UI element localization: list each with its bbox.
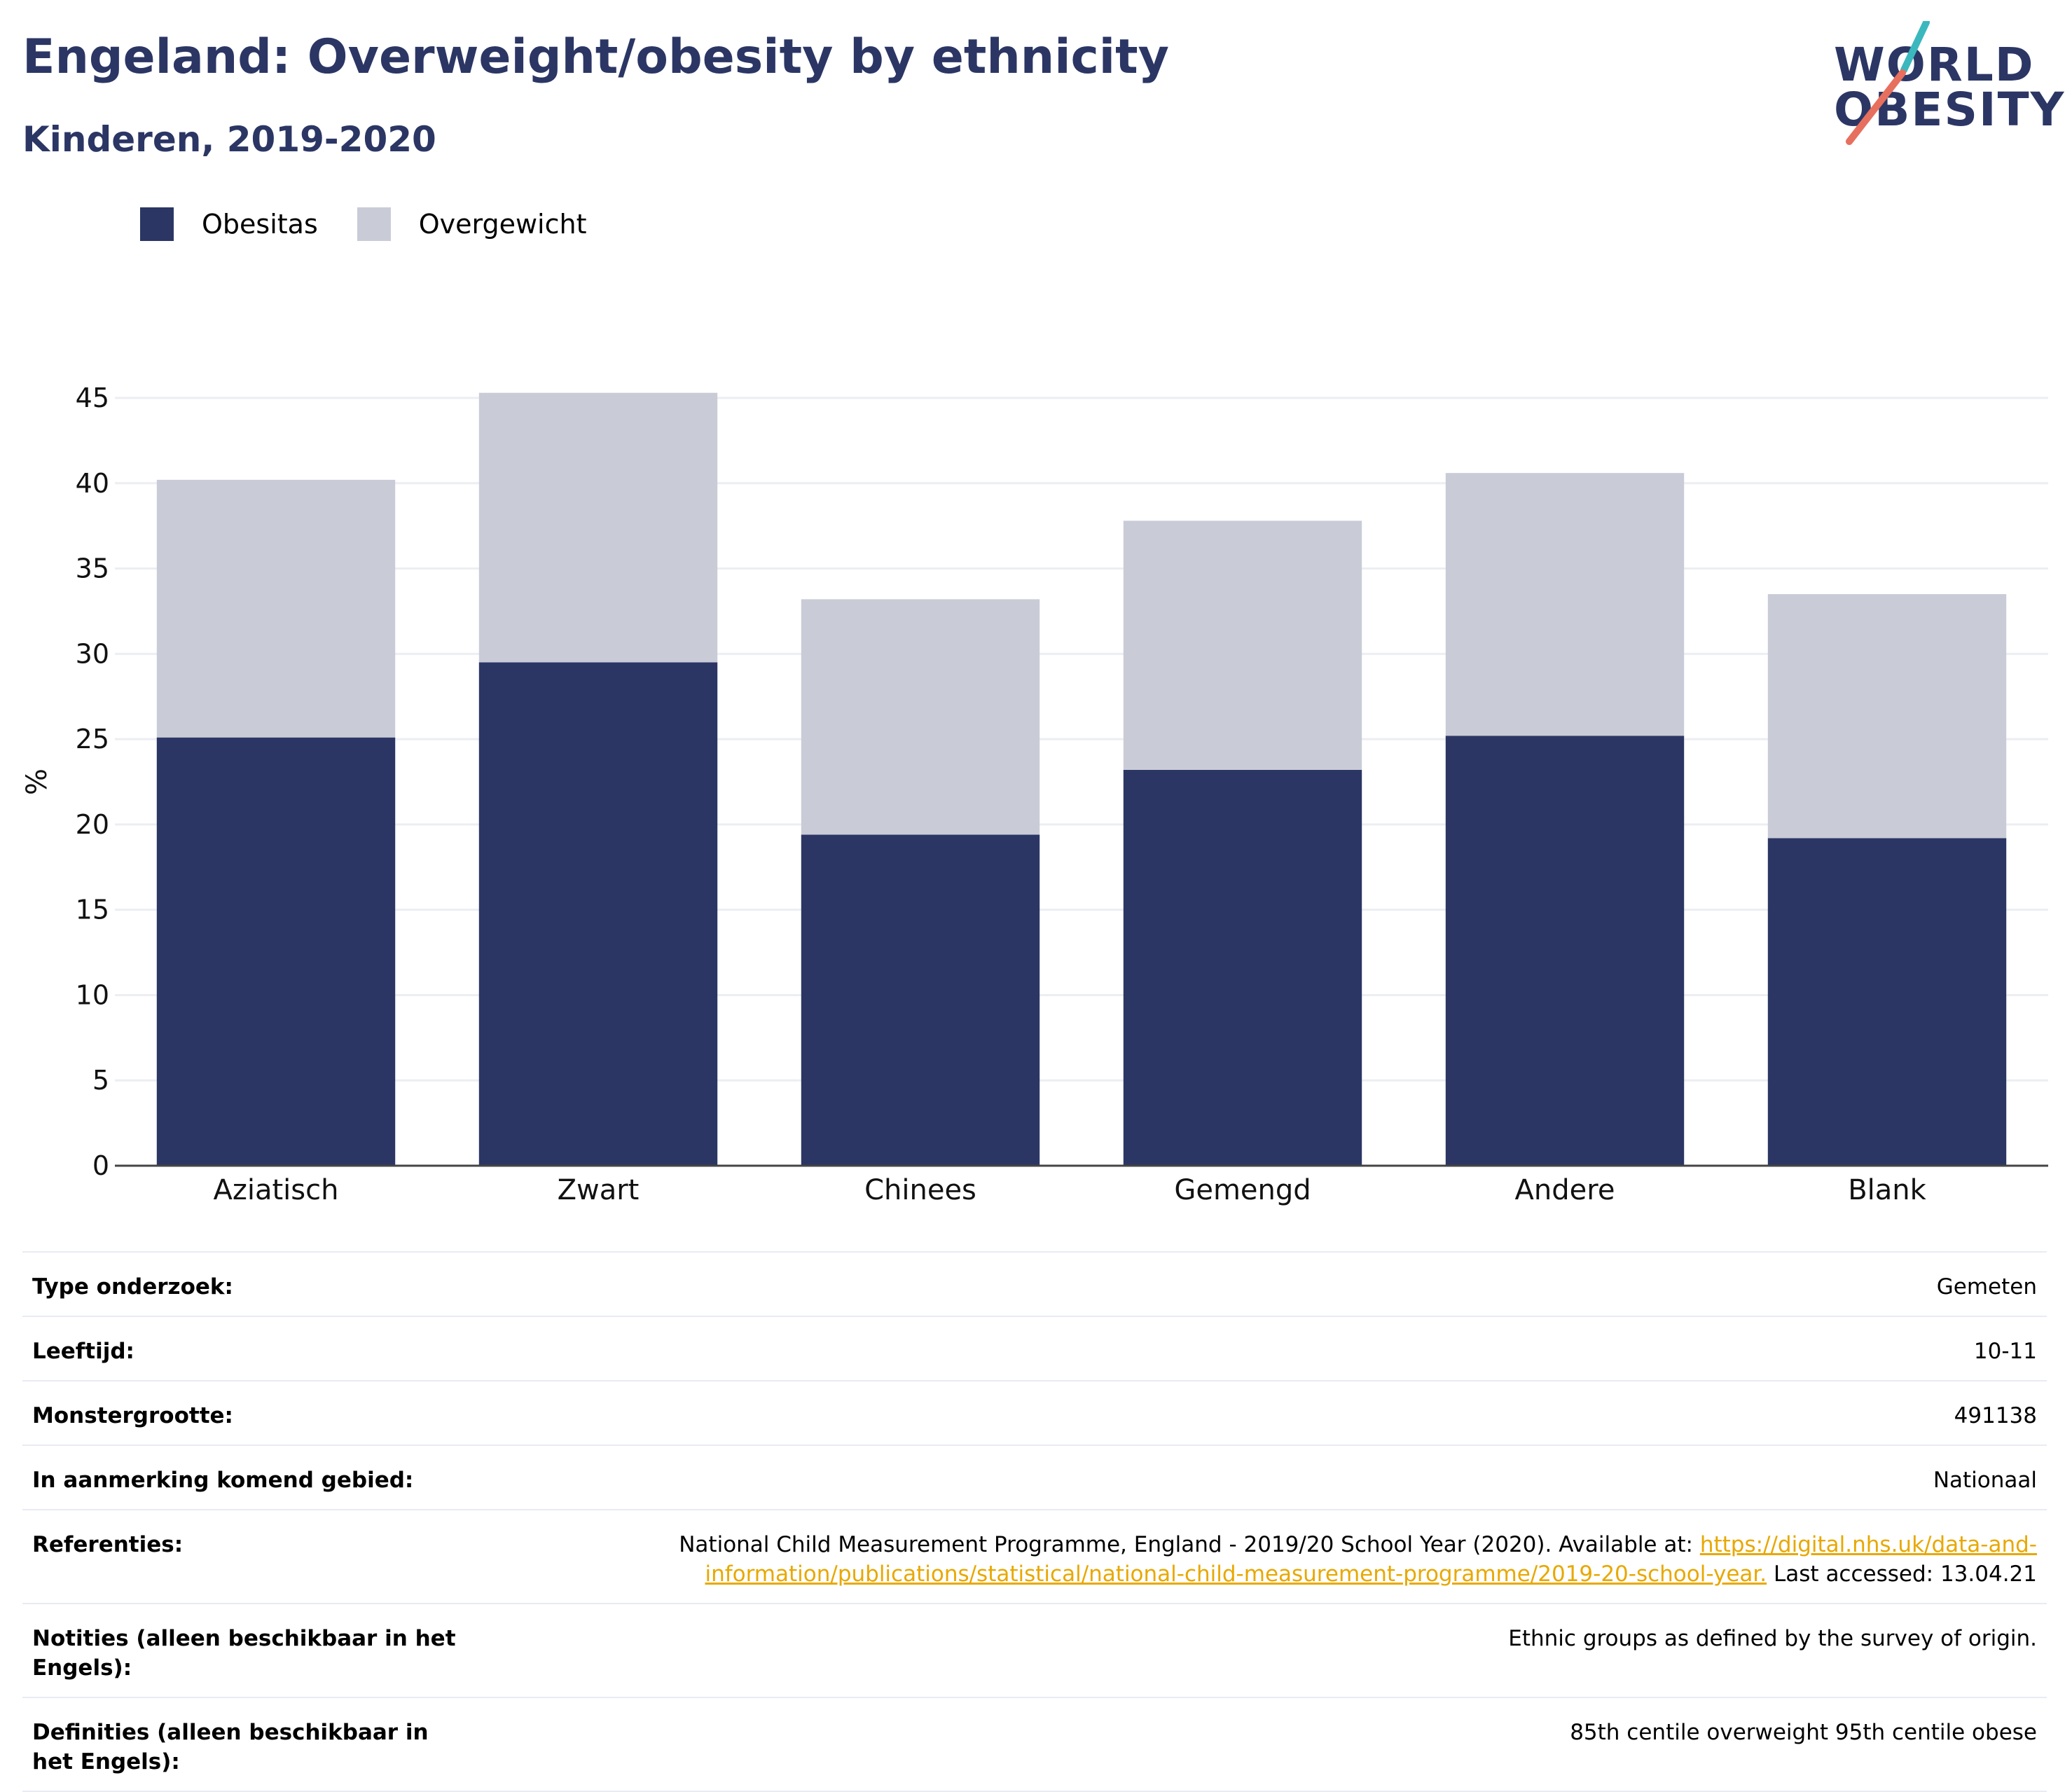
x-tick-label: Aziatisch [214,1174,339,1206]
bar-obesitas [801,834,1040,1166]
references-link[interactable]: https://digital.nhs.uk/data-and-informat… [705,1532,2037,1587]
bar-overgewicht [478,392,718,663]
references-row: Referenties: National Child Measurement … [22,1509,2047,1603]
legend-swatch-overgewicht [357,207,391,241]
notes-row: Notities (alleen beschikbaar in het Enge… [22,1603,2047,1697]
definitions-value: 85th centile overweight 95th centile obe… [1570,1720,2037,1745]
y-tick-label: 25 [76,724,109,754]
legend-item-obesitas[interactable]: Obesitas [140,207,318,241]
y-tick-label: 0 [92,1150,109,1181]
info-label: In aanmerking komend gebied: [32,1468,414,1493]
info-row: In aanmerking komend gebied: Nationaal [22,1445,2047,1509]
bar-overgewicht [156,479,396,738]
y-tick-label: 15 [76,895,109,925]
x-tick-label: Chinees [864,1174,976,1206]
logo-slash-icon [1846,21,1930,145]
references-text: National Child Measurement Programme, En… [679,1532,1700,1557]
info-value: Gemeten [1936,1274,2037,1300]
logo-text-world: WORLD [1834,38,2035,92]
y-tick-label: 20 [76,809,109,840]
bar-obesitas [1445,736,1685,1166]
definitions-label: Definities (alleen beschikbaar in het En… [32,1720,429,1774]
page-subtitle: Kinderen, 2019-2020 [22,119,436,160]
bar-overgewicht [1123,521,1362,770]
info-label: Type onderzoek: [32,1274,233,1300]
legend-label-obesitas: Obesitas [202,209,318,240]
x-tick-label: Blank [1848,1174,1926,1206]
page-title: Engeland: Overweight/obesity by ethnicit… [22,29,1169,85]
y-tick-label: 45 [76,382,109,413]
legend-label-overgewicht: Overgewicht [418,209,587,240]
legend-swatch-obesitas [140,207,174,241]
world-obesity-logo[interactable]: WORLD OBESITY [1821,21,2064,154]
bar-overgewicht [1445,473,1685,736]
y-tick-label: 5 [92,1065,109,1096]
x-tick-label: Andere [1515,1174,1615,1206]
bar-overgewicht [1767,594,2007,839]
info-label: Monstergrootte: [32,1403,233,1428]
y-tick-label: 10 [76,979,109,1010]
x-tick-label: Gemengd [1174,1174,1311,1206]
x-tick-label: Zwart [558,1174,640,1206]
info-row: Type onderzoek: Gemeten [22,1251,2047,1316]
info-row: Leeftijd: 10-11 [22,1316,2047,1380]
chart-legend: Obesitas Overgewicht [140,207,626,241]
notes-label: Notities (alleen beschikbaar in het Enge… [32,1626,456,1681]
references-label: Referenties: [32,1532,184,1557]
y-tick-label: 40 [76,468,109,499]
bar-obesitas [1767,838,2007,1166]
definitions-row: Definities (alleen beschikbaar in het En… [22,1697,2047,1792]
references-accessed: Last accessed: 13.04.21 [1767,1562,2037,1587]
info-row: Monstergrootte: 491138 [22,1380,2047,1445]
stacked-bar-chart: 0 5 10 15 20 25 30 35 40 45% Aziatisch Zwart Chinees… [21,382,2048,1206]
y-axis-label: % [21,769,53,795]
bar-overgewicht [801,599,1040,835]
y-tick-label: 30 [76,638,109,669]
bar-obesitas [156,737,396,1166]
references-value: National Child Measurement Programme, En… [467,1530,2037,1589]
notes-value: Ethnic groups as defined by the survey o… [1508,1626,2037,1651]
info-value: 10-11 [1973,1339,2037,1364]
info-value: Nationaal [1933,1468,2037,1493]
info-label: Leeftijd: [32,1339,134,1364]
info-value: 491138 [1954,1403,2037,1428]
info-table: Type onderzoek: Gemeten Leeftijd: 10-11 … [22,1251,2047,1792]
bar-obesitas [1123,769,1362,1166]
y-tick-label: 35 [76,553,109,584]
legend-item-overgewicht[interactable]: Overgewicht [357,207,587,241]
bar-obesitas [478,662,718,1166]
